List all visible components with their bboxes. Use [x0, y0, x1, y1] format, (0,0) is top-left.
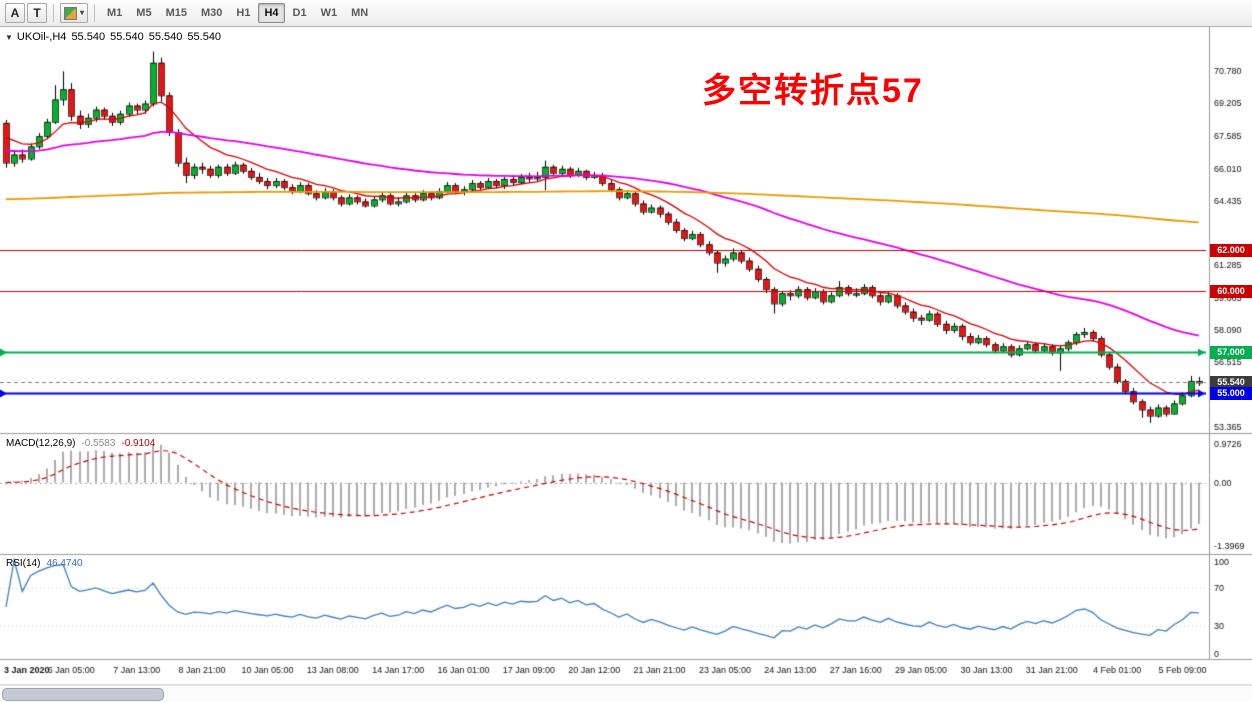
price-level-badge-60: 60.000 — [1210, 285, 1252, 298]
symbol-period-label: UKOil-,H4 — [16, 31, 67, 43]
timeframe-h4-button[interactable]: H4 — [258, 3, 285, 23]
toolbar-separator — [53, 4, 54, 22]
horizontal-scrollbar[interactable] — [0, 685, 1252, 702]
toolbar: A T ▾ M1 M5 M15 M30 H1 H4 D1 W1 MN — [0, 0, 1252, 27]
rsi-name: RSI(14) — [6, 558, 41, 569]
macd-label: MACD(12,26,9) -0.5583 -0.9104 — [6, 438, 155, 449]
macd-main-value: -0.5583 — [81, 438, 116, 449]
chart-annotation-text[interactable]: 多空转折点57 — [702, 72, 924, 110]
objects-dropdown-button[interactable]: ▾ — [60, 3, 89, 23]
bid-price-badge: 55.540 — [1210, 376, 1252, 389]
macd-name: MACD(12,26,9) — [6, 438, 76, 449]
rsi-label: RSI(14) 46.4740 — [6, 558, 83, 569]
open-value: 55.540 — [71, 31, 106, 43]
arrow-text-tool-button[interactable]: A — [5, 3, 25, 23]
price-level-badge-62: 62.000 — [1210, 244, 1252, 257]
chart-title: ▼ UKOil-,H4 55.540 55.540 55.540 55.540 — [5, 31, 221, 43]
chart-canvas[interactable] — [0, 27, 1252, 701]
macd-signal-value: -0.9104 — [121, 438, 156, 449]
scrollbar-thumb[interactable] — [2, 688, 164, 701]
toolbar-separator — [94, 4, 96, 22]
chevron-down-icon: ▾ — [80, 8, 85, 17]
symbol-dropdown-toggle[interactable]: ▼ — [5, 33, 13, 42]
shapes-icon — [64, 6, 77, 20]
timeframe-w1-button[interactable]: W1 — [315, 3, 344, 23]
close-value: 55.540 — [187, 31, 222, 43]
text-label-tool-button[interactable]: T — [27, 3, 47, 23]
rsi-value: 46.4740 — [46, 558, 83, 569]
low-value: 55.540 — [148, 31, 183, 43]
timeframe-mn-button[interactable]: MN — [345, 3, 374, 23]
timeframe-m1-button[interactable]: M1 — [101, 3, 128, 23]
timeframe-m30-button[interactable]: M30 — [195, 3, 228, 23]
high-value: 55.540 — [110, 31, 144, 43]
timeframe-d1-button[interactable]: D1 — [287, 3, 313, 23]
timeframe-h1-button[interactable]: H1 — [230, 3, 256, 23]
price-level-badge-57: 57.000 — [1210, 346, 1252, 359]
timeframe-m5-button[interactable]: M5 — [130, 3, 157, 23]
chart-area: ▼ UKOil-,H4 55.540 55.540 55.540 55.540 多空转折点… — [0, 27, 1252, 702]
price-level-badge-55: 55.000 — [1210, 387, 1252, 400]
timeframe-m15-button[interactable]: M15 — [160, 3, 193, 23]
